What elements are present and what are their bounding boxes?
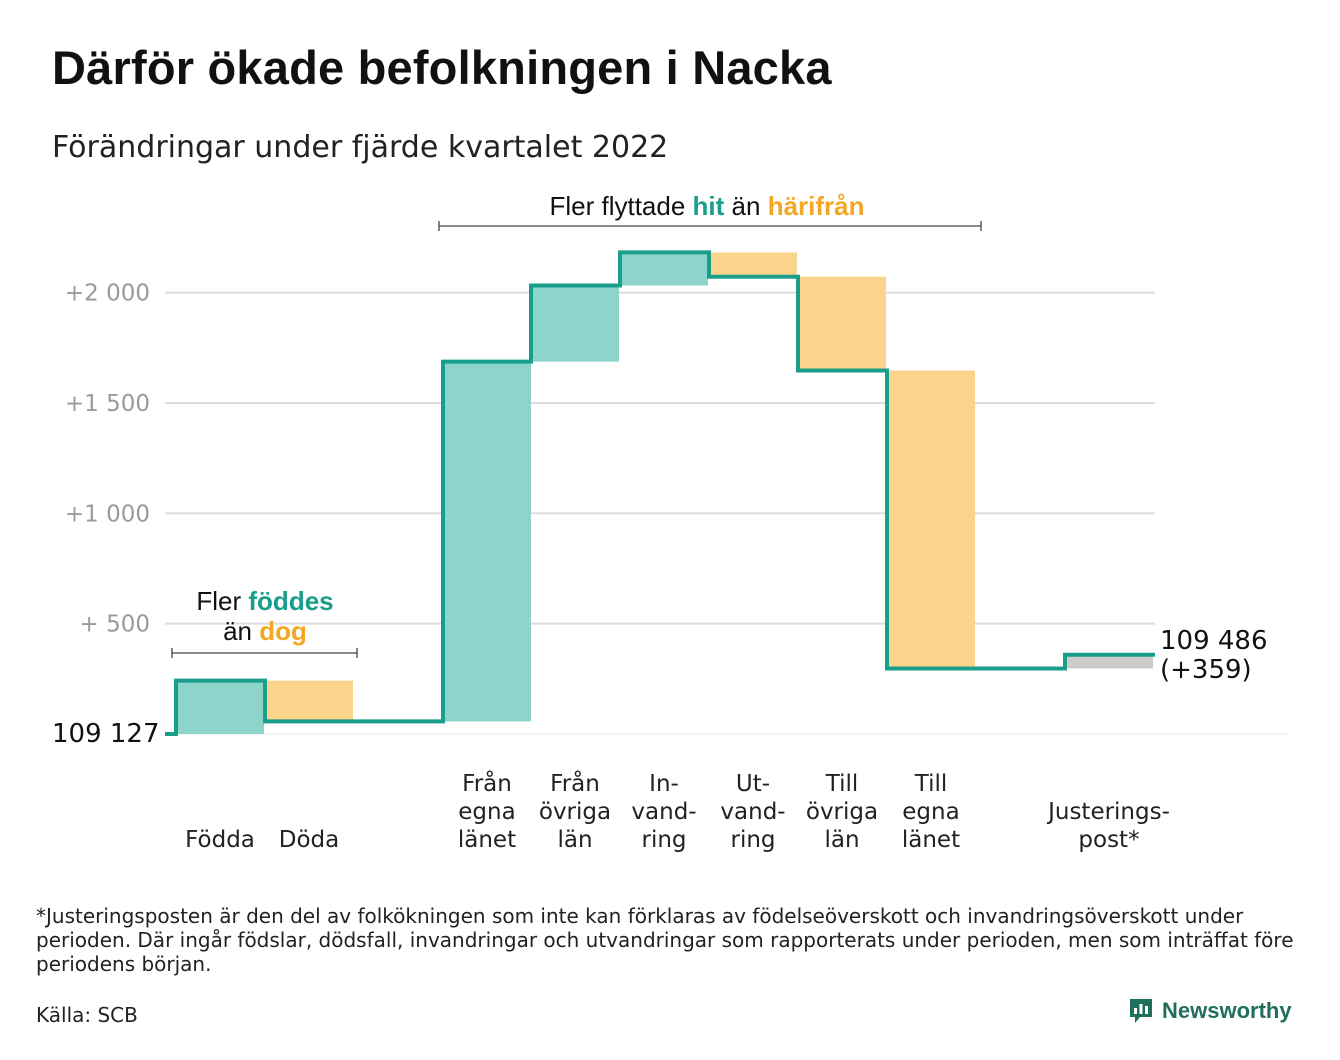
- newsworthy-logo-icon: [1130, 999, 1152, 1023]
- bar-frånövrigalän: [531, 285, 619, 362]
- births-bracket: [171, 648, 358, 658]
- category-label: ring: [641, 827, 686, 853]
- bar-döda: [265, 680, 353, 722]
- migration-annotation-text: Fler flyttade hit än härifrån: [549, 191, 864, 221]
- category-label: Från: [462, 769, 512, 797]
- bar-tillegnalänet: [887, 370, 975, 669]
- category-label: länet: [458, 827, 516, 853]
- births-annotation-line-2: än dog: [223, 616, 307, 646]
- category-label: In-: [649, 771, 679, 797]
- category-label: Döda: [279, 827, 339, 853]
- migration-annotation: Fler flyttade hit än härifrån: [438, 191, 982, 231]
- chart-title: Därför ökade befolkningen i Nacka: [52, 41, 832, 94]
- bars: [176, 252, 1153, 734]
- y-tick-label: +1 500: [65, 391, 150, 417]
- end-value-label: 109 486: [1160, 626, 1268, 656]
- cumulative-line: [165, 250, 1155, 736]
- category-label: Ut-: [736, 771, 770, 797]
- bar-in-vand-ring: [620, 252, 708, 286]
- category-label: post*: [1078, 827, 1139, 853]
- category-label: övriga: [539, 799, 611, 825]
- category-label: Till: [825, 771, 859, 797]
- start-value-label: 109 127: [52, 719, 160, 749]
- source-credit: Källa: SCB: [36, 1003, 138, 1027]
- end-value-label: (+359): [1160, 655, 1252, 685]
- bar-tillövrigalän: [798, 276, 886, 371]
- cumulative-line-group: [165, 250, 1155, 736]
- births-annotation-line-1: Fler föddes: [196, 586, 333, 616]
- y-tick-label: + 500: [80, 612, 150, 638]
- migration-bracket: [438, 221, 982, 231]
- bar-födda: [176, 680, 264, 734]
- y-tick-label: +1 000: [65, 501, 150, 527]
- bar-ut-vand-ring: [709, 252, 797, 277]
- category-label: egna: [458, 799, 515, 825]
- bar-frånegnalänet: [443, 361, 531, 722]
- category-label: län: [557, 827, 592, 853]
- category-label: Justerings-: [1046, 799, 1170, 825]
- category-label: vand-: [631, 799, 696, 825]
- category-label: län: [824, 827, 859, 853]
- chart-subtitle: Förändringar under fjärde kvartalet 2022: [52, 130, 669, 165]
- category-label: länet: [902, 827, 960, 853]
- bar-justerings-post*: [1065, 654, 1153, 669]
- category-label: egna: [902, 799, 959, 825]
- footnote: *Justeringsposten är den del av folkökni…: [36, 904, 1294, 976]
- y-tick-label: +2 000: [65, 281, 150, 307]
- births-annotation: Fler föddes än dog: [171, 586, 358, 658]
- category-label: Födda: [185, 827, 255, 853]
- category-label: Från: [550, 769, 600, 797]
- category-label: vand-: [720, 799, 785, 825]
- gridlines: [165, 291, 1288, 735]
- category-label: övriga: [806, 799, 878, 825]
- category-label: Till: [914, 771, 948, 797]
- brand: Newsworthy: [1128, 997, 1292, 1025]
- category-label: ring: [730, 827, 775, 853]
- brand-name: Newsworthy: [1162, 998, 1292, 1023]
